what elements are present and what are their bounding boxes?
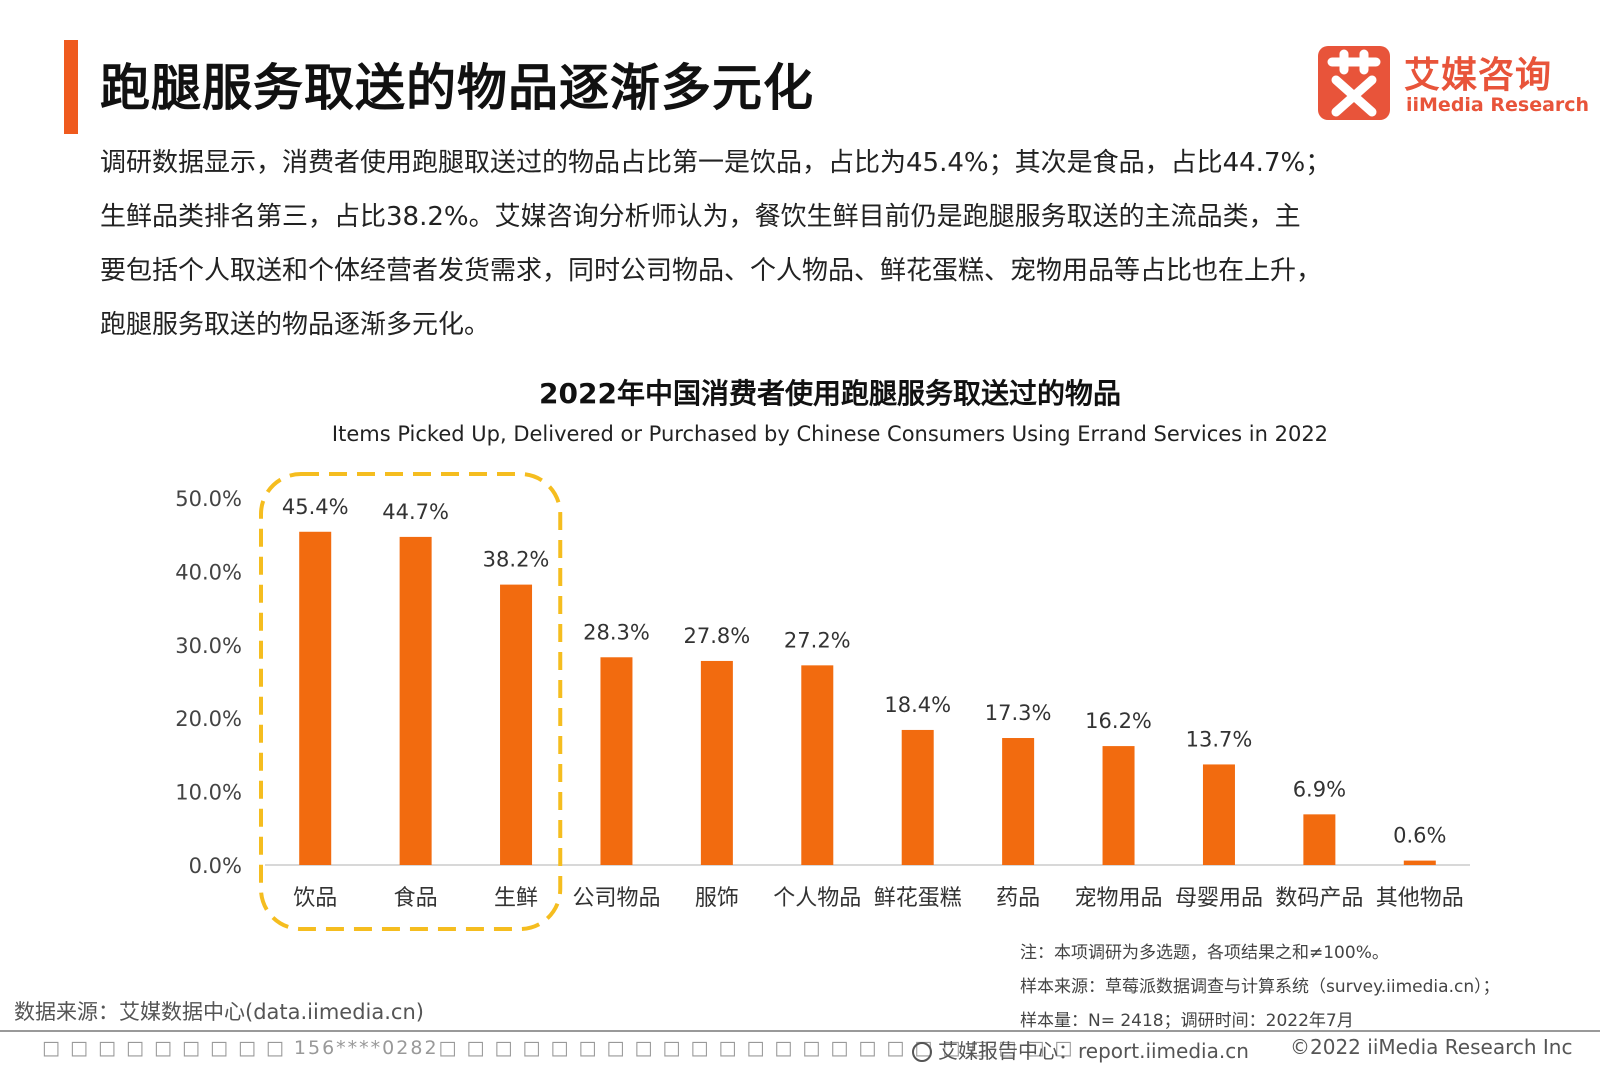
footer-divider — [0, 1030, 1600, 1032]
data-source: 数据来源：艾媒数据中心(data.iimedia.cn) — [14, 1000, 424, 1024]
category-label: 其他物品 — [1376, 886, 1464, 911]
category-label: 服饰 — [695, 886, 739, 911]
bar — [1202, 764, 1235, 865]
y-tick-label: 50.0% — [175, 487, 242, 511]
bar-value-label: 0.6% — [1393, 824, 1446, 848]
bar — [1403, 860, 1436, 865]
chart-title: 2022年中国消费者使用跑腿服务取送过的物品 — [539, 377, 1121, 410]
category-label: 食品 — [394, 886, 438, 911]
bar-value-label: 27.8% — [684, 624, 751, 648]
footer-report-center: 艾媒报告中心：report.iimedia.cn — [912, 1035, 1249, 1064]
y-tick-label: 30.0% — [175, 634, 242, 658]
bar-value-label: 38.2% — [483, 548, 550, 572]
bar-chart: 0.0% 10.0% 20.0% 30.0% 40.0% 50.0% 45.4% 饮品 44.7… — [175, 472, 1470, 931]
bar-value-label: 28.3% — [583, 620, 650, 644]
logo-cn-text: 艾媒咨询 — [1404, 55, 1553, 96]
sample-size-note: 样本量：N= 2418；调研时间：2022年7月 — [1020, 1011, 1354, 1031]
category-label: 生鲜 — [494, 886, 538, 911]
category-label: 母婴用品 — [1175, 886, 1263, 911]
intro-line: 跑腿服务取送的物品逐渐多元化。 — [100, 310, 491, 340]
category-label: 宠物用品 — [1075, 886, 1163, 911]
chart-note: 注：本项调研为多选题，各项结果之和≠100%。 — [1020, 943, 1389, 963]
y-tick-label: 40.0% — [175, 560, 242, 584]
page-title: 跑腿服务取送的物品逐渐多元化 — [100, 59, 814, 117]
bar — [600, 657, 633, 865]
globe-icon — [912, 1042, 932, 1062]
footer-watermark-text: □ □ □ □ □ □ □ □ □ 156****0282□ □ □ □ □ □… — [42, 1037, 1075, 1059]
bar-value-label: 16.2% — [1085, 709, 1152, 733]
bar — [500, 584, 533, 865]
footer-report-center-text: 艾媒报告中心：report.iimedia.cn — [938, 1039, 1249, 1063]
y-tick-label: 10.0% — [175, 781, 242, 805]
category-label: 公司物品 — [572, 886, 660, 911]
intro-line: 要包括个人取送和个体经营者发货需求，同时公司物品、个人物品、鲜花蛋糕、宠物用品等… — [100, 256, 1323, 286]
intro-paragraph: 调研数据显示，消费者使用跑腿取送过的物品占比第一是饮品，占比为45.4%；其次是… — [100, 136, 1520, 352]
y-tick-label: 20.0% — [175, 707, 242, 731]
bar-value-label: 45.4% — [282, 495, 349, 519]
bar — [299, 531, 332, 865]
title-accent-bar — [64, 40, 78, 134]
category-label: 个人物品 — [773, 886, 861, 911]
highlight-box — [259, 472, 563, 931]
sample-source-note: 样本来源：草莓派数据调查与计算系统（survey.iimedia.cn）； — [1020, 977, 1500, 997]
category-label: 饮品 — [293, 886, 337, 911]
bar — [801, 665, 834, 865]
logo-mark-icon — [1318, 46, 1390, 120]
bar — [901, 729, 934, 865]
bar-value-label: 6.9% — [1293, 777, 1346, 801]
logo-en-text: iiMedia Research — [1406, 94, 1590, 116]
bar — [1303, 814, 1336, 865]
intro-line: 生鲜品类排名第三，占比38.2%。艾媒咨询分析师认为，餐饮生鲜目前仍是跑腿服务取… — [100, 202, 1301, 232]
intro-line: 调研数据显示，消费者使用跑腿取送过的物品占比第一是饮品，占比为45.4%；其次是… — [100, 148, 1332, 178]
bar — [399, 536, 432, 865]
chart-subtitle: Items Picked Up, Delivered or Purchased … — [331, 422, 1329, 446]
category-label: 数码产品 — [1275, 886, 1363, 911]
bar-value-label: 17.3% — [985, 701, 1052, 725]
bar — [1102, 746, 1135, 865]
bar-value-label: 13.7% — [1186, 727, 1253, 751]
category-label: 药品 — [996, 886, 1040, 911]
bar-value-label: 44.7% — [382, 500, 449, 524]
footer-copyright: ©2022 iiMedia Research Inc — [1290, 1035, 1573, 1059]
bar-value-label: 18.4% — [884, 693, 951, 717]
bar — [1002, 738, 1035, 865]
bar — [700, 660, 733, 865]
y-tick-label: 0.0% — [189, 854, 242, 878]
category-label: 鲜花蛋糕 — [874, 886, 962, 911]
bar-value-label: 27.2% — [784, 628, 851, 652]
iimedia-logo: 艾媒咨询 iiMedia Research — [1318, 46, 1589, 122]
